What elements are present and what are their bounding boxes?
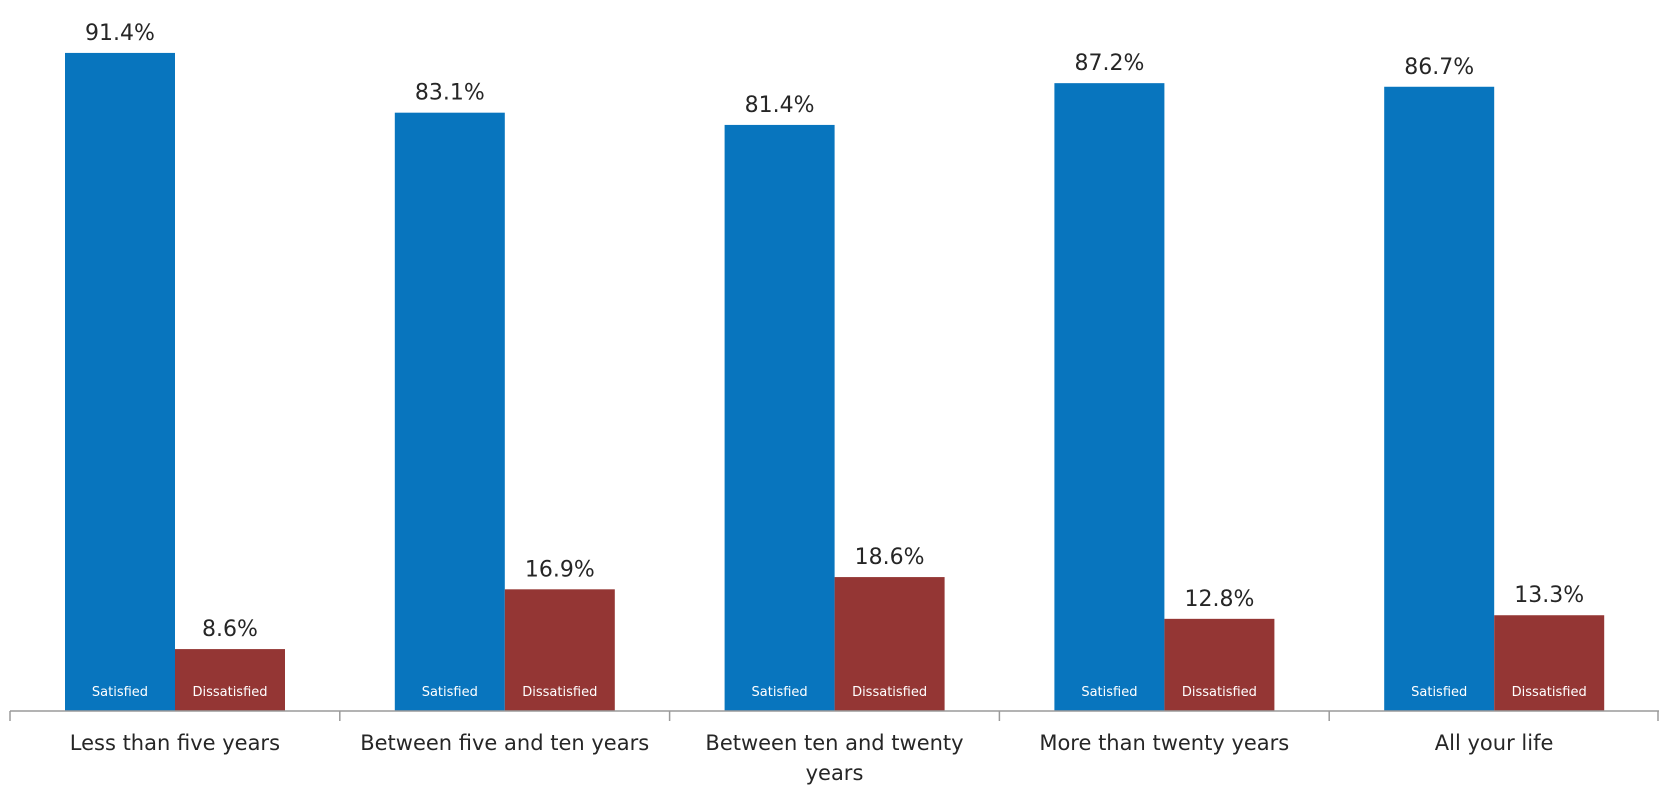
bar-series-label: Dissatisfied xyxy=(522,685,597,700)
data-label: 16.9% xyxy=(525,557,595,582)
data-label: 86.7% xyxy=(1404,55,1474,80)
x-tick-label: All your life xyxy=(1435,731,1554,755)
x-tick-label: More than twenty years xyxy=(1039,731,1289,755)
bar-series-label: Dissatisfied xyxy=(852,685,927,700)
bar-satisfied xyxy=(394,112,505,712)
data-label: 18.6% xyxy=(855,545,925,570)
x-tick-label: Between ten and twenty xyxy=(705,731,963,755)
bar-dissatisfied xyxy=(834,577,945,711)
data-label: 87.2% xyxy=(1074,51,1144,76)
bars-layer xyxy=(65,52,1605,712)
bar-dissatisfied xyxy=(1164,618,1275,711)
data-label: 12.8% xyxy=(1184,587,1254,612)
bar-series-label: Dissatisfied xyxy=(1182,685,1257,700)
data-label: 81.4% xyxy=(745,93,815,118)
x-tick-label: Between five and ten years xyxy=(360,731,649,755)
bar-series-label: Dissatisfied xyxy=(1512,685,1587,700)
data-label: 83.1% xyxy=(415,81,485,106)
bar-satisfied xyxy=(724,124,835,712)
data-label: 91.4% xyxy=(85,21,155,46)
bar-series-label: Satisfied xyxy=(752,685,808,700)
bar-series-label: Satisfied xyxy=(1411,685,1467,700)
bar-series-label: Satisfied xyxy=(422,685,478,700)
x-axis xyxy=(9,710,1659,721)
bar-dissatisfied xyxy=(1494,615,1605,711)
bar-satisfied xyxy=(1384,86,1495,711)
bar-dissatisfied xyxy=(504,589,615,711)
bar-satisfied xyxy=(65,52,175,712)
x-tick-label: years xyxy=(806,761,864,785)
x-tick-label: Less than five years xyxy=(70,731,280,755)
bar-satisfied xyxy=(1054,83,1165,711)
labels-layer: 91.4% Satisfied 8.6% Dissatisfied Less than … xyxy=(70,21,1587,785)
bar-series-label: Dissatisfied xyxy=(192,685,267,700)
bar-series-label: Satisfied xyxy=(1081,685,1137,700)
bar-dissatisfied xyxy=(175,649,285,711)
data-label: 8.6% xyxy=(202,617,258,642)
bar-series-label: Satisfied xyxy=(92,685,148,700)
data-label: 13.3% xyxy=(1514,583,1584,608)
